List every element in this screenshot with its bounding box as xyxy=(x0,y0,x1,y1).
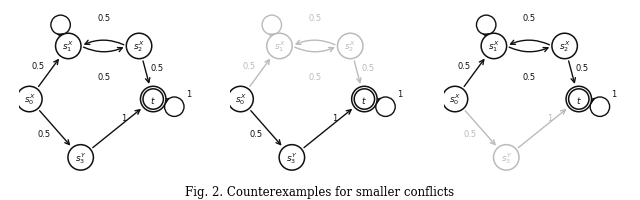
Text: $s_3^Y$: $s_3^Y$ xyxy=(75,150,86,165)
Text: 0.5: 0.5 xyxy=(457,62,470,71)
Circle shape xyxy=(337,34,363,59)
Text: $s_2^X$: $s_2^X$ xyxy=(133,39,145,54)
Text: $t$: $t$ xyxy=(362,94,367,105)
Text: Fig. 2. Counterexamples for smaller conflicts: Fig. 2. Counterexamples for smaller conf… xyxy=(186,185,454,198)
Text: 0.5: 0.5 xyxy=(308,14,321,23)
Circle shape xyxy=(481,34,507,59)
Text: 1: 1 xyxy=(611,89,617,98)
Text: 1: 1 xyxy=(397,89,403,98)
Text: 0.5: 0.5 xyxy=(576,63,589,72)
Text: $s_2^X$: $s_2^X$ xyxy=(344,39,356,54)
Text: 0.5: 0.5 xyxy=(243,62,256,71)
Circle shape xyxy=(566,87,591,112)
Text: 0.5: 0.5 xyxy=(38,129,51,138)
Text: 0.5: 0.5 xyxy=(523,72,536,81)
Text: $s_1^X$: $s_1^X$ xyxy=(488,39,500,54)
Text: 0.5: 0.5 xyxy=(249,129,262,138)
Circle shape xyxy=(126,34,152,59)
Circle shape xyxy=(442,87,468,112)
Text: 0.5: 0.5 xyxy=(150,63,163,72)
Text: 0.5: 0.5 xyxy=(362,63,374,72)
Circle shape xyxy=(228,87,253,112)
Text: $t$: $t$ xyxy=(150,94,156,105)
Text: 1: 1 xyxy=(122,114,127,122)
Text: 0.5: 0.5 xyxy=(97,14,110,23)
Text: $s_0^X$: $s_0^X$ xyxy=(449,92,461,107)
Text: $s_1^X$: $s_1^X$ xyxy=(63,39,74,54)
Text: $s_2^X$: $s_2^X$ xyxy=(559,39,570,54)
Text: $s_0^X$: $s_0^X$ xyxy=(235,92,246,107)
Text: $s_3^Y$: $s_3^Y$ xyxy=(286,150,298,165)
Text: 1: 1 xyxy=(186,89,191,98)
Text: 0.5: 0.5 xyxy=(31,62,45,71)
Circle shape xyxy=(17,87,42,112)
Circle shape xyxy=(351,87,377,112)
Circle shape xyxy=(493,145,519,170)
Text: 0.5: 0.5 xyxy=(463,129,477,138)
Circle shape xyxy=(140,87,166,112)
Circle shape xyxy=(552,34,577,59)
Text: $s_3^Y$: $s_3^Y$ xyxy=(500,150,512,165)
Text: $s_0^X$: $s_0^X$ xyxy=(24,92,35,107)
Circle shape xyxy=(56,34,81,59)
Text: 0.5: 0.5 xyxy=(523,14,536,23)
Circle shape xyxy=(267,34,292,59)
Circle shape xyxy=(68,145,93,170)
Text: 0.5: 0.5 xyxy=(308,72,321,81)
Text: $s_1^X$: $s_1^X$ xyxy=(274,39,285,54)
Circle shape xyxy=(279,145,305,170)
Text: 1: 1 xyxy=(333,114,338,122)
Text: 0.5: 0.5 xyxy=(97,72,110,81)
Text: 1: 1 xyxy=(547,114,552,122)
Text: $t$: $t$ xyxy=(576,94,582,105)
